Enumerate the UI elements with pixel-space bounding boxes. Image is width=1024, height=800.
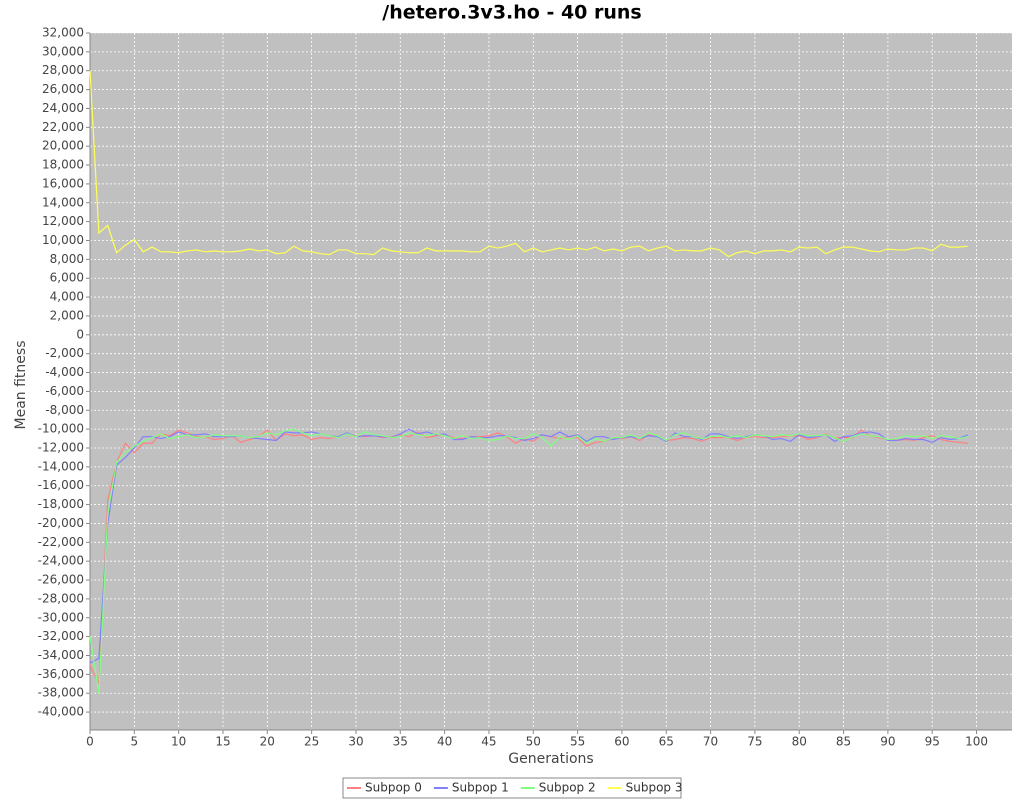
y-tick-label: -32,000 bbox=[38, 629, 84, 643]
x-tick-label: 60 bbox=[614, 735, 629, 749]
legend-label: Subpop 0 bbox=[365, 781, 422, 795]
x-tick-label: 100 bbox=[965, 735, 988, 749]
x-tick-label: 35 bbox=[393, 735, 408, 749]
y-tick-label: -14,000 bbox=[38, 459, 84, 473]
y-tick-label: -16,000 bbox=[38, 478, 84, 492]
x-tick-label: 45 bbox=[481, 735, 496, 749]
legend bbox=[342, 777, 682, 799]
x-tick-label: 15 bbox=[215, 735, 230, 749]
y-tick-label: -40,000 bbox=[38, 705, 84, 719]
y-tick-label: -38,000 bbox=[38, 686, 84, 700]
y-tick-label: 8,000 bbox=[50, 252, 84, 266]
y-tick-label: 4,000 bbox=[50, 290, 84, 304]
y-tick-label: -18,000 bbox=[38, 497, 84, 511]
y-tick-label: -8,000 bbox=[45, 403, 84, 417]
y-tick-label: 14,000 bbox=[42, 195, 84, 209]
y-tick-label: 18,000 bbox=[42, 158, 84, 172]
y-tick-label: -6,000 bbox=[45, 384, 84, 398]
y-tick-label: -2,000 bbox=[45, 346, 84, 360]
y-tick-label: -12,000 bbox=[38, 440, 84, 454]
x-tick-label: 80 bbox=[792, 735, 807, 749]
chart-title: /hetero.3v3.ho - 40 runs bbox=[382, 2, 642, 24]
y-tick-label: 10,000 bbox=[42, 233, 84, 247]
series-line bbox=[89, 428, 968, 694]
y-tick-label: 20,000 bbox=[42, 139, 84, 153]
x-tick-label: 30 bbox=[348, 735, 363, 749]
y-tick-label: 24,000 bbox=[42, 101, 84, 115]
y-tick-label: 28,000 bbox=[42, 63, 84, 77]
x-tick-label: 40 bbox=[437, 735, 452, 749]
y-tick-label: -24,000 bbox=[38, 554, 84, 568]
y-tick-label: 32,000 bbox=[42, 26, 84, 40]
y-tick-label: 22,000 bbox=[42, 120, 84, 134]
x-tick-label: 55 bbox=[570, 735, 585, 749]
x-tick-label: 50 bbox=[526, 735, 541, 749]
y-tick-label: -20,000 bbox=[38, 516, 84, 530]
x-tick-label: 65 bbox=[659, 735, 674, 749]
y-tick-label: -10,000 bbox=[38, 422, 84, 436]
legend-label: Subpop 3 bbox=[626, 781, 683, 795]
y-tick-label: -36,000 bbox=[38, 667, 84, 681]
y-tick-label: -4,000 bbox=[45, 365, 84, 379]
x-tick-label: 25 bbox=[304, 735, 319, 749]
y-tick-label: 16,000 bbox=[42, 176, 84, 190]
y-tick-label: -34,000 bbox=[38, 648, 84, 662]
y-tick-label: 2,000 bbox=[50, 308, 84, 322]
y-tick-label: 12,000 bbox=[42, 214, 84, 228]
plot-area bbox=[90, 33, 1012, 730]
legend-label: Subpop 2 bbox=[539, 781, 596, 795]
x-tick-label: 0 bbox=[86, 735, 94, 749]
y-tick-label: -22,000 bbox=[38, 535, 84, 549]
y-axis-label: Mean fitness bbox=[13, 341, 29, 430]
y-tick-label: -30,000 bbox=[38, 610, 84, 624]
x-tick-label: 95 bbox=[925, 735, 940, 749]
x-tick-label: 20 bbox=[260, 735, 275, 749]
y-tick-label: 0 bbox=[76, 327, 84, 341]
x-tick-label: 75 bbox=[747, 735, 762, 749]
x-axis-label: Generations bbox=[508, 751, 593, 767]
y-tick-label: -26,000 bbox=[38, 573, 84, 587]
x-tick-label: 85 bbox=[836, 735, 851, 749]
x-tick-label: 90 bbox=[880, 735, 895, 749]
y-tick-label: 6,000 bbox=[50, 271, 84, 285]
legend-label: Subpop 1 bbox=[452, 781, 509, 795]
series-line bbox=[89, 70, 968, 258]
x-tick-label: 10 bbox=[171, 735, 186, 749]
x-tick-label: 70 bbox=[703, 735, 718, 749]
y-tick-label: 30,000 bbox=[42, 44, 84, 58]
x-tick-label: 5 bbox=[131, 735, 139, 749]
y-tick-label: -28,000 bbox=[38, 591, 84, 605]
y-tick-label: 26,000 bbox=[42, 82, 84, 96]
